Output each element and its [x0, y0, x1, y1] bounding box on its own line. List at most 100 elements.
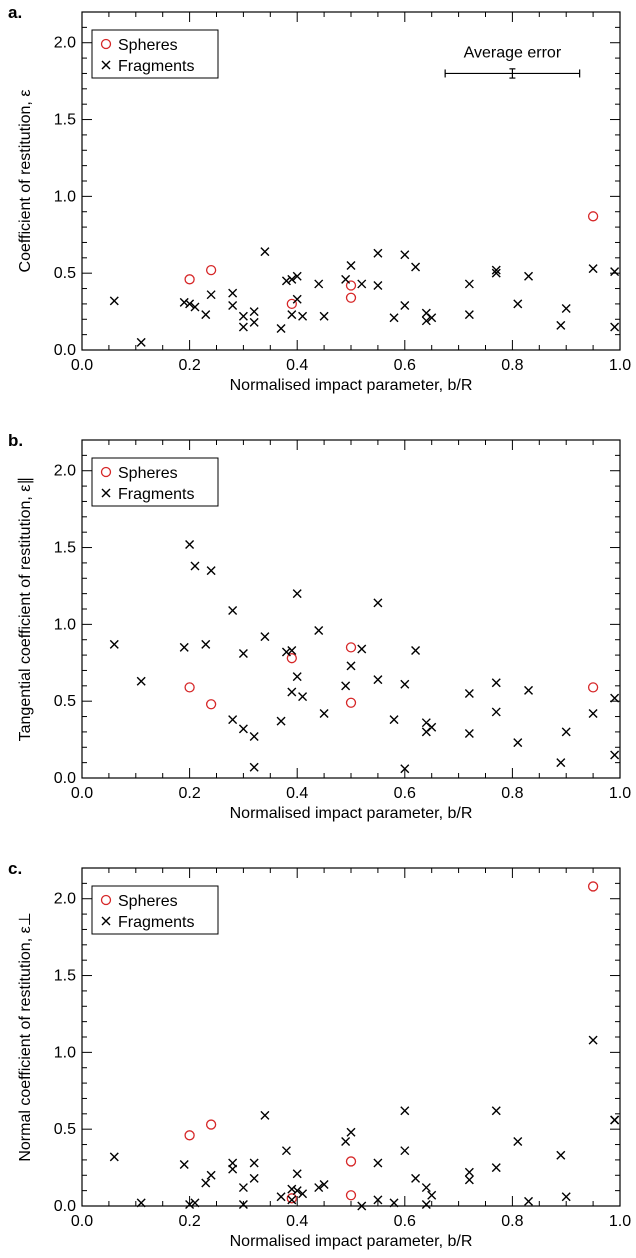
data-point-fragment — [389, 313, 399, 323]
data-point-fragment — [287, 687, 297, 697]
x-tick-label: 0.2 — [178, 357, 200, 374]
data-point-fragment — [491, 265, 501, 275]
y-tick-label: 1.0 — [54, 616, 76, 633]
data-point-fragment — [249, 317, 259, 327]
data-point-fragment — [588, 264, 598, 274]
data-point-fragment — [427, 1190, 437, 1200]
legend-box — [91, 457, 219, 507]
data-point-fragment — [491, 1106, 501, 1116]
data-point-fragment — [136, 337, 146, 347]
data-point-fragment — [298, 311, 308, 321]
data-point-fragment — [373, 1158, 383, 1168]
data-point-fragment — [109, 1152, 119, 1162]
x-tick-label: 0.0 — [71, 785, 93, 802]
series-fragments — [109, 539, 620, 774]
data-point-fragment — [238, 724, 248, 734]
data-point-fragment — [238, 322, 248, 332]
data-point-fragment — [411, 262, 421, 272]
data-point-sphere — [184, 1130, 195, 1141]
data-point-fragment — [561, 304, 571, 314]
x-tick-label: 1.0 — [609, 1213, 631, 1230]
data-point-fragment — [491, 678, 501, 688]
data-point-fragment — [561, 727, 571, 737]
data-point-sphere — [286, 298, 297, 310]
data-point-fragment — [260, 1110, 270, 1120]
legend-label-spheres: Spheres — [118, 893, 178, 910]
data-point-fragment — [190, 1198, 200, 1208]
data-point-sphere — [587, 881, 599, 892]
data-point-fragment — [292, 271, 302, 281]
data-point-fragment — [389, 715, 399, 725]
data-point-fragment — [464, 689, 474, 698]
data-point-fragment — [400, 300, 410, 310]
data-point-fragment — [346, 1127, 356, 1137]
data-point-fragment — [421, 1199, 431, 1209]
data-point-fragment — [588, 708, 598, 718]
x-tick-label: 0.6 — [394, 1213, 416, 1230]
data-point-fragment — [319, 708, 329, 718]
data-point-sphere — [345, 1190, 357, 1201]
data-point-sphere — [286, 1193, 297, 1204]
data-point-fragment — [524, 271, 534, 281]
x-tick-label: 0.0 — [71, 1213, 93, 1230]
data-point-sphere — [184, 682, 195, 693]
data-point-sphere — [345, 280, 357, 291]
data-point-fragment — [556, 320, 566, 330]
x-tick-label: 0.6 — [394, 785, 416, 802]
data-point-fragment — [281, 1146, 291, 1156]
data-point-sphere — [587, 211, 599, 222]
data-point-sphere — [345, 642, 357, 653]
data-point-sphere — [345, 292, 357, 303]
data-point-sphere — [205, 1119, 217, 1130]
data-point-fragment — [346, 661, 356, 671]
data-point-fragment — [185, 299, 195, 309]
data-point-fragment — [201, 1178, 211, 1188]
data-point-fragment — [292, 1186, 302, 1196]
data-point-fragment — [201, 639, 211, 649]
data-point-fragment — [228, 288, 238, 298]
data-point-fragment — [292, 589, 302, 599]
data-point-fragment — [373, 248, 383, 258]
x-axis-label: Normalised impact parameter, b/R — [230, 377, 473, 394]
legend-marker-fragments — [101, 916, 111, 926]
data-point-fragment — [179, 1160, 189, 1170]
x-tick-label: 0.8 — [501, 1213, 523, 1230]
data-point-fragment — [556, 1150, 566, 1160]
y-tick-label: 1.5 — [54, 112, 76, 129]
legend-marker-spheres — [100, 466, 112, 478]
data-point-fragment — [276, 716, 286, 726]
panel-label: c. — [8, 859, 22, 878]
y-axis-label: Normal coefficient of restitution, ε⊥ — [17, 912, 34, 1161]
panel-label: b. — [8, 431, 23, 450]
data-point-fragment — [206, 290, 216, 300]
data-point-fragment — [136, 1198, 146, 1208]
data-point-fragment — [228, 1164, 238, 1174]
data-point-fragment — [464, 728, 474, 738]
data-point-fragment — [185, 1199, 195, 1209]
data-point-fragment — [373, 280, 383, 290]
data-point-fragment — [319, 1179, 329, 1189]
data-point-fragment — [491, 268, 501, 278]
x-tick-label: 0.2 — [178, 785, 200, 802]
data-point-fragment — [287, 274, 297, 284]
data-point-fragment — [464, 1175, 474, 1185]
y-tick-label: 1.5 — [54, 968, 76, 985]
data-point-fragment — [298, 1189, 308, 1199]
data-point-fragment — [292, 672, 302, 682]
data-point-fragment — [281, 276, 291, 286]
average-error-bar — [444, 68, 581, 79]
data-point-fragment — [341, 274, 351, 284]
data-point-fragment — [491, 1163, 501, 1173]
data-point-fragment — [276, 1192, 286, 1202]
data-point-fragment — [610, 693, 620, 703]
data-point-fragment — [314, 1183, 324, 1193]
data-point-fragment — [249, 732, 259, 742]
y-tick-label: 1.0 — [54, 1044, 76, 1061]
data-point-fragment — [287, 645, 297, 655]
chart-panel-2: b. 0.0 0.2 0.4 0.6 0.8 1.0 0.0 0.5 1.0 1.5 2.0 Norma… — [8, 431, 631, 822]
x-tick-label: 0.8 — [501, 785, 523, 802]
data-point-fragment — [411, 1173, 421, 1183]
series-spheres — [184, 211, 599, 310]
data-point-fragment — [206, 1170, 216, 1180]
x-axis-label: Normalised impact parameter, b/R — [230, 805, 473, 822]
